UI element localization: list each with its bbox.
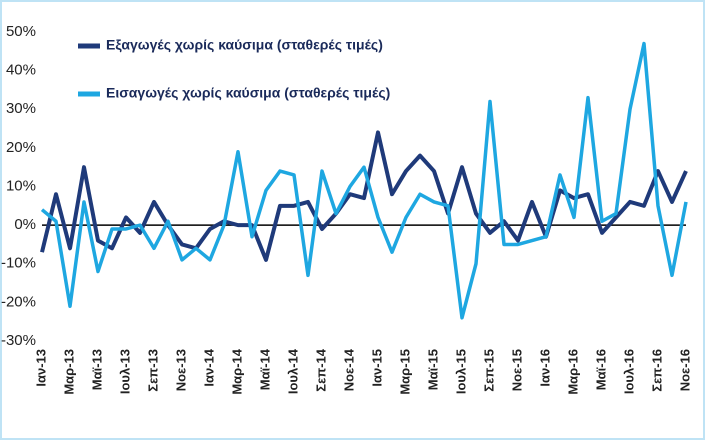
y-tick-label: -30%	[1, 332, 36, 349]
x-tick-label: Σεπ-13	[145, 349, 160, 392]
x-tick-label: Μαρ-14	[229, 348, 244, 394]
x-tick-label: Ιουλ-16	[621, 349, 636, 394]
y-tick-label: 20%	[6, 139, 36, 156]
x-tick-label: Ιαν-14	[201, 348, 216, 386]
x-tick-label: Ιαν-16	[537, 349, 552, 387]
x-tick-label: Μαρ-16	[565, 349, 580, 395]
x-tick-label: Μαϊ-16	[593, 349, 608, 390]
x-tick-label: Σεπ-14	[313, 348, 328, 391]
y-tick-label: 50%	[6, 23, 36, 40]
x-tick-label: Νοε-15	[509, 349, 524, 391]
x-tick-label: Μαϊ-13	[89, 349, 104, 390]
x-tick-label: Ιουλ-13	[117, 349, 132, 394]
x-tick-label: Νοε-13	[173, 349, 188, 391]
x-tick-label: Ιουλ-15	[453, 349, 468, 394]
x-tick-label: Νοε-14	[341, 348, 356, 391]
legend-label: Εξαγωγές χωρίς καύσιμα (σταθερές τιμές)	[106, 37, 383, 53]
x-tick-label: Μαρ-15	[397, 349, 412, 395]
legend-label: Εισαγωγές χωρίς καύσιμα (σταθερές τιμές)	[106, 85, 390, 101]
y-tick-label: 10%	[6, 177, 36, 194]
x-tick-label: Ιαν-15	[369, 349, 384, 387]
y-tick-label: 30%	[6, 100, 36, 117]
x-tick-label: Σεπ-15	[481, 349, 496, 392]
x-tick-label: Σεπ-16	[649, 349, 664, 392]
line-series	[40, 130, 688, 262]
x-tick-label: Μαρ-13	[61, 349, 76, 395]
y-tick-label: 40%	[6, 62, 36, 79]
y-tick-label: 0%	[14, 216, 36, 233]
x-tick-label: Μαϊ-14	[257, 348, 272, 390]
line-series	[40, 41, 688, 320]
y-tick-label: -10%	[1, 255, 36, 272]
x-tick-label: Ιουλ-14	[285, 348, 300, 394]
x-tick-label: Ιαν-13	[33, 349, 48, 387]
x-tick-label: Νοε-16	[677, 349, 692, 391]
x-tick-label: Μαϊ-15	[425, 349, 440, 390]
y-tick-label: -20%	[1, 293, 36, 310]
